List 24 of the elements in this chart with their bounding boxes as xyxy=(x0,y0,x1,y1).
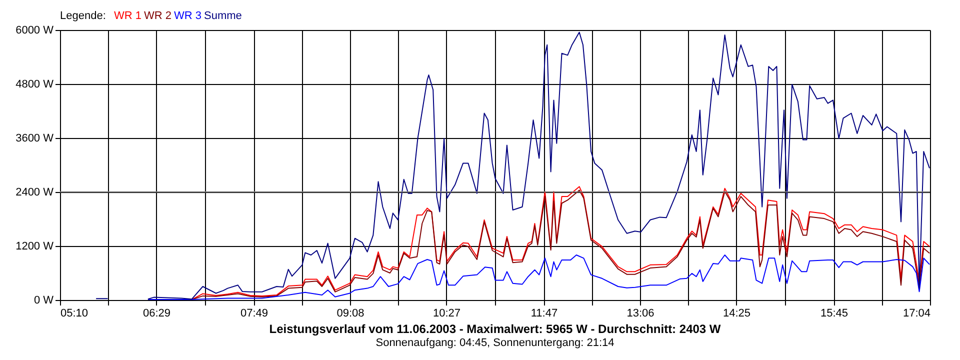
y-tick-label: 1200 W xyxy=(16,240,54,252)
x-tick-label: 11:47 xyxy=(530,308,558,320)
text: WR 2 xyxy=(144,10,172,22)
x-tick-label: 13:06 xyxy=(626,308,654,320)
x-tick-label: 09:08 xyxy=(336,308,364,320)
x-tick-label: 07:49 xyxy=(240,308,268,320)
x-tick-label: 10:27 xyxy=(432,308,461,320)
legend-title: Legende: xyxy=(60,10,106,22)
text: WR 1 xyxy=(114,10,142,22)
y-tick-label: 6000 W xyxy=(16,24,54,36)
text: WR 3 xyxy=(174,10,202,22)
text: Summe xyxy=(204,10,242,22)
y-tick-label: 4800 W xyxy=(16,78,54,90)
text: Sonnenaufgang: 04:45, Sonnenuntergang: 21:14 xyxy=(376,337,614,349)
line-series xyxy=(147,254,930,300)
x-tick-label: 15:45 xyxy=(820,308,848,320)
x-tick-label: 06:29 xyxy=(142,308,171,320)
x-tick-label: 05:10 xyxy=(60,308,88,320)
y-tick-label: 2400 W xyxy=(16,186,54,198)
x-tick-label: 14:25 xyxy=(722,308,751,320)
y-tick-label: 3600 W xyxy=(16,132,54,144)
y-tick-label: 0 W xyxy=(34,294,54,306)
text: Leistungsverlauf vom 11.06.2003 - Maximalwert: 5965 W - Durchschnitt: 2403 W xyxy=(269,322,722,336)
x-tick-label: 17:04 xyxy=(902,308,930,320)
